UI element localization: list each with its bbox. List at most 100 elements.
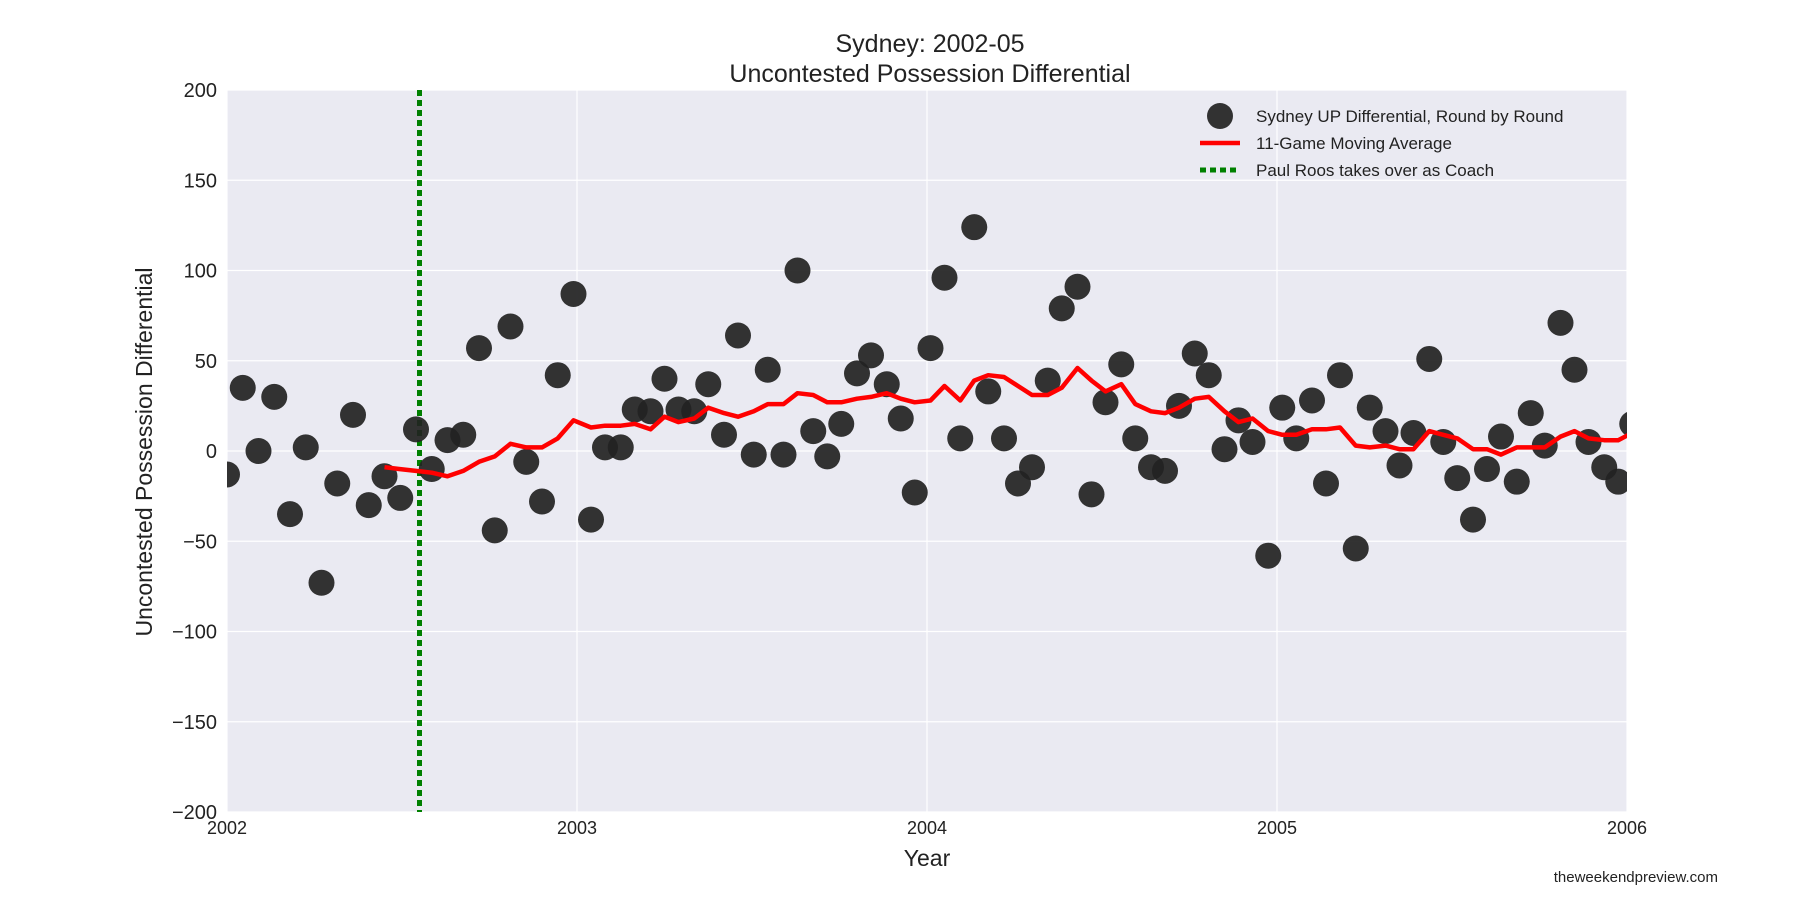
- data-point: [1444, 465, 1471, 492]
- data-point: [403, 416, 429, 443]
- y-tick-label: −100: [172, 622, 217, 644]
- data-point: [1313, 470, 1339, 497]
- data-point: [544, 362, 571, 389]
- data-point: [754, 356, 781, 383]
- legend-entry-label: Sydney UP Differential, Round by Round: [1256, 107, 1563, 126]
- data-point: [1211, 436, 1238, 463]
- legend-entry-label: 11-Game Moving Average: [1256, 134, 1452, 153]
- data-point: [901, 479, 928, 506]
- data-point: [991, 425, 1017, 452]
- data-point: [227, 461, 240, 488]
- data-point: [1488, 423, 1514, 450]
- chart-title-line-2: Uncontested Possession Differential: [729, 60, 1130, 88]
- y-axis-label: Uncontested Possession Differential: [131, 267, 157, 636]
- data-point: [261, 383, 288, 410]
- data-point: [1356, 394, 1383, 421]
- data-point: [1327, 362, 1353, 389]
- data-point: [1547, 309, 1574, 336]
- data-point: [947, 425, 974, 452]
- data-point: [497, 313, 524, 340]
- data-point: [770, 441, 797, 468]
- data-point: [1034, 367, 1061, 394]
- data-point: [1078, 481, 1105, 508]
- data-point: [637, 398, 664, 425]
- y-tick-label: −150: [172, 712, 217, 734]
- data-point: [245, 438, 272, 464]
- data-point: [1386, 452, 1413, 479]
- x-tick-label: 2006: [1607, 818, 1647, 838]
- data-point: [560, 280, 587, 307]
- data-point: [1239, 428, 1266, 455]
- data-point: [1048, 295, 1075, 322]
- y-tick-label: 100: [184, 261, 217, 283]
- x-tick-label: 2003: [557, 818, 597, 838]
- data-point: [844, 360, 870, 387]
- data-point: [529, 488, 555, 515]
- data-point: [1019, 454, 1045, 481]
- legend: Sydney UP Differential, Round by Round 11…: [1200, 103, 1563, 180]
- data-point: [1269, 394, 1296, 421]
- data-point: [1619, 412, 1627, 436]
- data-point: [1064, 273, 1091, 300]
- data-point: [725, 322, 751, 349]
- data-point: [481, 517, 508, 544]
- data-point: [277, 501, 303, 528]
- data-point: [975, 378, 1002, 405]
- data-point: [340, 401, 366, 428]
- data-point: [740, 441, 767, 468]
- data-point: [1635, 398, 1661, 424]
- data-point: [1299, 387, 1325, 414]
- y-tick-label: 150: [184, 170, 217, 192]
- chart-title-line-1: Sydney: 2002-05: [835, 30, 1024, 58]
- data-point: [873, 371, 900, 398]
- data-point: [931, 264, 958, 291]
- data-point: [858, 342, 884, 369]
- data-point: [784, 257, 811, 284]
- y-tick-label: 50: [195, 351, 217, 373]
- data-point: [828, 410, 855, 437]
- y-tick-label: 0: [206, 441, 217, 463]
- data-point: [513, 448, 540, 475]
- data-point: [1152, 457, 1178, 484]
- data-point: [651, 365, 678, 392]
- data-point: [607, 434, 634, 461]
- data-point: [292, 434, 319, 461]
- moving-average-line: [384, 365, 1627, 479]
- data-point: [1122, 425, 1149, 452]
- legend-entry-label: Paul Roos takes over as Coach: [1256, 161, 1494, 180]
- data-point: [814, 443, 841, 470]
- data-point: [887, 405, 914, 432]
- data-point: [695, 371, 722, 398]
- data-point: [1255, 542, 1282, 569]
- data-point: [800, 418, 827, 445]
- data-point: [1342, 535, 1369, 562]
- data-point: [1181, 340, 1208, 367]
- data-point: [1460, 506, 1486, 533]
- data-point: [466, 335, 492, 362]
- data-point: [1474, 456, 1500, 483]
- data-point: [1605, 468, 1627, 495]
- data-point: [229, 374, 256, 401]
- y-tick-label: −200: [172, 802, 217, 824]
- data-point: [1108, 351, 1135, 378]
- data-point: [1503, 468, 1530, 495]
- credit-text: theweekendpreview.com: [1554, 869, 1718, 886]
- data-point: [387, 484, 414, 511]
- data-point: [355, 492, 382, 519]
- data-point: [1517, 400, 1544, 427]
- y-tick-label: 200: [184, 80, 217, 102]
- data-point: [1195, 362, 1222, 389]
- data-point: [1561, 356, 1588, 383]
- data-point: [1416, 345, 1443, 372]
- x-tick-label: 2002: [207, 818, 247, 838]
- data-point: [324, 470, 351, 497]
- data-point: [418, 456, 445, 483]
- data-point: [1372, 418, 1399, 445]
- data-point: [917, 335, 944, 362]
- data-point: [578, 506, 604, 533]
- legend-marker-points: [1207, 103, 1233, 129]
- data-point: [711, 421, 737, 448]
- x-tick-label: 2005: [1257, 818, 1297, 838]
- data-point: [450, 421, 477, 448]
